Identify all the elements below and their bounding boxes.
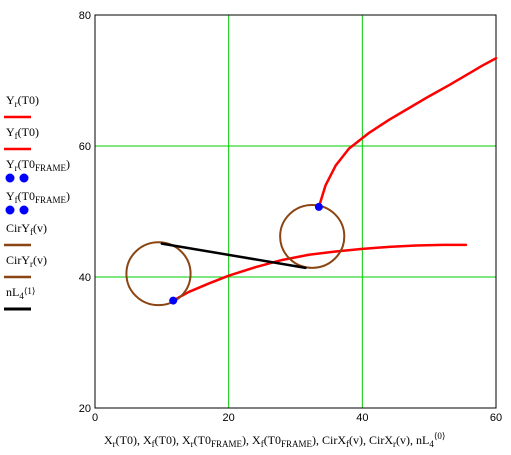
grid: [95, 15, 496, 408]
legend-marker: [5, 173, 15, 183]
legend-marker: [19, 173, 29, 183]
y-tick-label: 40: [79, 272, 91, 284]
legend-label: Yr(T0FRAME): [6, 157, 70, 173]
y-tick-label: 80: [79, 10, 91, 22]
legend-label: CirYr(v): [6, 253, 47, 269]
series-point-2: [169, 296, 178, 305]
series-circle-4: [279, 203, 346, 269]
legend-marker: [19, 205, 29, 215]
legend-label: nL4⟨1⟩: [6, 285, 35, 301]
legend-marker: [5, 205, 15, 215]
series-line-0: [171, 243, 468, 302]
series-line-6: [160, 242, 307, 270]
x-tick-label: 40: [356, 412, 368, 424]
y-tick-label: 20: [79, 403, 91, 415]
legend-label: Yr(T0): [6, 93, 39, 109]
legend-label: Yf(T0): [6, 125, 39, 141]
legend: Yr(T0) Yf(T0) Yr(T0FRAME) Yf(T0FRAME) CirYf(…: [4, 93, 70, 311]
series-circle-5: [125, 241, 192, 307]
x-axis-text: Xr(T0), Xf(T0), Xr(T0FRAME), Xf(T0FRAME)…: [104, 431, 445, 449]
y-tick-label: 60: [79, 141, 91, 153]
series: [125, 56, 498, 307]
legend-label: CirYf(v): [6, 221, 47, 237]
plot-frame: [94, 14, 497, 409]
x-axis-label: Xr(T0), Xf(T0), Xr(T0FRAME), Xf(T0FRAME)…: [104, 431, 445, 449]
x-tick-label: 0: [92, 412, 98, 424]
series-point-3: [314, 202, 323, 211]
legend-label: Yf(T0FRAME): [6, 189, 70, 205]
x-tick-label: 20: [223, 412, 235, 424]
x-tick-label: 60: [490, 412, 502, 424]
series-line-1: [317, 56, 498, 209]
